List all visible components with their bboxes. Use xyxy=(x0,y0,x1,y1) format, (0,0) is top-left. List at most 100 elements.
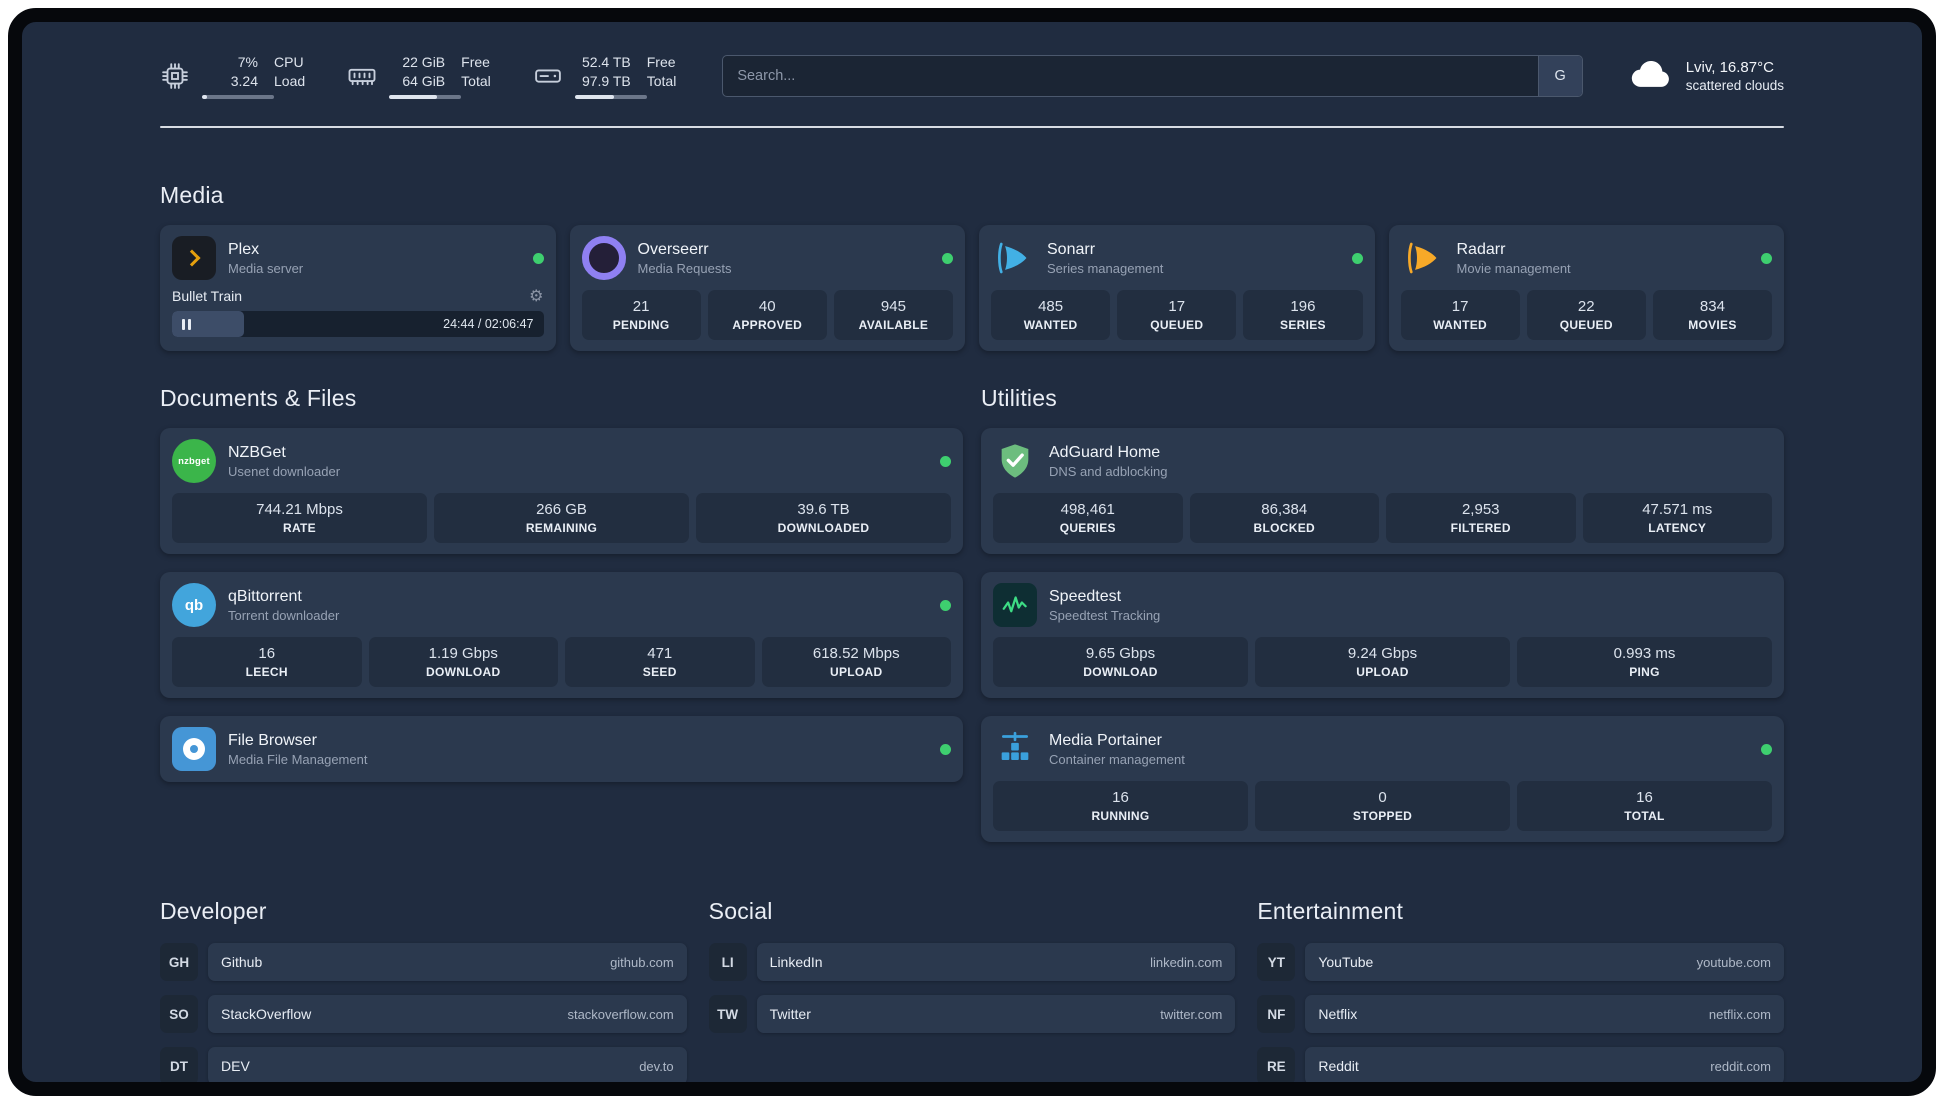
adguard-card[interactable]: AdGuard Home DNS and adblocking 498,461 … xyxy=(981,428,1784,554)
section-heading-developer: Developer xyxy=(160,898,267,924)
stat-filtered: 2,953 FILTERED xyxy=(1386,493,1576,543)
app-subtitle: Movie management xyxy=(1456,260,1571,276)
bookmark-stackoverflow[interactable]: SO StackOverflow stackoverflow.com xyxy=(160,995,687,1033)
bookmark-abbr: GH xyxy=(160,943,198,981)
stat-download: 1.19 Gbps DOWNLOAD xyxy=(368,637,558,687)
nzbget-card[interactable]: nzbget NZBGet Usenet downloader 744.21 M… xyxy=(160,428,963,554)
bookmark-domain: netflix.com xyxy=(1708,1006,1771,1022)
bookmark-abbr: DT xyxy=(160,1047,198,1082)
status-online-dot xyxy=(1351,252,1363,264)
stat-queries: 498,461 QUERIES xyxy=(993,493,1183,543)
sonarr-icon xyxy=(991,236,1035,280)
portainer-card[interactable]: Media Portainer Container management 16 … xyxy=(981,716,1784,842)
stat-series: 196 SERIES xyxy=(1243,290,1363,340)
portainer-icon xyxy=(993,727,1037,771)
bookmark-github[interactable]: GH Github github.com xyxy=(160,943,687,981)
bookmark-twitter[interactable]: TW Twitter twitter.com xyxy=(708,995,1236,1033)
stat-total: 16 TOTAL xyxy=(1517,781,1772,831)
bookmark-abbr: RE xyxy=(1257,1047,1296,1082)
overseerr-card[interactable]: Overseerr Media Requests 21 PENDING 40 A… xyxy=(569,225,965,351)
bookmark-name: DEV xyxy=(221,1058,250,1074)
disk-free-label: Free xyxy=(646,53,676,70)
status-online-dot xyxy=(1761,252,1772,264)
bookmark-domain: linkedin.com xyxy=(1150,954,1223,970)
section-heading-social: Social xyxy=(708,898,773,924)
bookmark-domain: twitter.com xyxy=(1160,1006,1223,1022)
topbar-divider xyxy=(160,126,1784,128)
cloud-icon xyxy=(1629,57,1673,96)
stat-approved: 40 APPROVED xyxy=(707,290,827,340)
search-engine-button[interactable]: G xyxy=(1537,56,1582,96)
ram-total-value: 64 GiB xyxy=(402,72,446,89)
playback-progress-bar[interactable]: 24:44 / 02:06:47 xyxy=(172,311,544,337)
status-online-dot xyxy=(942,252,953,264)
bookmark-abbr: TW xyxy=(708,995,747,1033)
weather-widget: Lviv, 16.87°C scattered clouds xyxy=(1629,57,1784,96)
bookmark-name: Reddit xyxy=(1318,1058,1359,1074)
plex-card[interactable]: Plex Media server Bullet Train ⚙ 24:44 /… xyxy=(160,225,556,351)
app-name: Overseerr xyxy=(637,240,709,258)
disk-free-value: 52.4 TB xyxy=(581,53,631,70)
section-heading-documents: Documents & Files xyxy=(160,385,357,411)
status-online-dot xyxy=(532,252,544,264)
stat-wanted: 17 WANTED xyxy=(1400,290,1520,340)
overseerr-icon xyxy=(581,236,626,280)
section-heading-media: Media xyxy=(160,182,224,208)
ram-total-label: Total xyxy=(461,72,491,89)
gear-icon[interactable]: ⚙ xyxy=(529,286,544,305)
stat-rate: 744.21 Mbps RATE xyxy=(172,493,427,543)
app-subtitle: DNS and adblocking xyxy=(1049,463,1168,479)
disk-progress-bar xyxy=(574,95,647,100)
media-card-grid: Plex Media server Bullet Train ⚙ 24:44 /… xyxy=(160,225,1784,351)
cpu-progress-bar xyxy=(202,95,274,100)
app-name: qBittorrent xyxy=(228,587,302,605)
ram-free-label: Free xyxy=(461,53,490,70)
cpu-widget: 7% 3.24 CPU Load xyxy=(160,53,305,100)
nzbget-icon: nzbget xyxy=(172,439,216,483)
stat-queued: 22 QUEUED xyxy=(1526,290,1646,340)
bookmark-linkedin[interactable]: LI LinkedIn linkedin.com xyxy=(708,943,1236,981)
hard-drive-icon xyxy=(533,61,563,91)
app-subtitle: Speedtest Tracking xyxy=(1049,607,1161,623)
pause-icon[interactable] xyxy=(182,318,191,330)
speedtest-card[interactable]: Speedtest Speedtest Tracking 9.65 Gbps D… xyxy=(981,572,1784,698)
stat-queued: 17 QUEUED xyxy=(1117,290,1237,340)
top-bar: 7% 3.24 CPU Load xyxy=(160,52,1784,100)
bookmark-reddit[interactable]: RE Reddit reddit.com xyxy=(1257,1047,1784,1082)
disk-total-label: Total xyxy=(646,72,677,89)
search-bar[interactable]: G xyxy=(722,55,1583,97)
app-name: NZBGet xyxy=(228,443,286,461)
bookmark-youtube[interactable]: YT YouTube youtube.com xyxy=(1257,943,1784,981)
bookmark-abbr: YT xyxy=(1257,943,1296,981)
bookmark-name: YouTube xyxy=(1318,954,1374,970)
bookmark-name: StackOverflow xyxy=(221,1006,312,1022)
app-subtitle: Torrent downloader xyxy=(228,607,340,623)
bookmark-netflix[interactable]: NF Netflix netflix.com xyxy=(1257,995,1784,1033)
bookmark-name: Twitter xyxy=(769,1006,811,1022)
sonarr-card[interactable]: Sonarr Series management 485 WANTED 17 Q… xyxy=(979,225,1375,351)
bookmark-dev[interactable]: DT DEV dev.to xyxy=(160,1047,687,1082)
bookmark-abbr: LI xyxy=(708,943,747,981)
cpu-label: CPU xyxy=(274,53,304,70)
bookmark-domain: github.com xyxy=(610,954,674,970)
bookmarks-entertainment: Entertainment YT YouTube youtube.com NF … xyxy=(1257,898,1784,1082)
stat-wanted: 485 WANTED xyxy=(991,290,1111,340)
section-heading-entertainment: Entertainment xyxy=(1257,898,1404,924)
memory-icon xyxy=(347,61,377,91)
app-subtitle: Series management xyxy=(1047,260,1164,276)
stat-remaining: 266 GB REMAINING xyxy=(434,493,689,543)
now-playing-title: Bullet Train xyxy=(172,288,243,304)
radarr-card[interactable]: Radarr Movie management 17 WANTED 22 QUE… xyxy=(1388,225,1784,351)
status-online-dot xyxy=(1761,743,1772,755)
status-online-dot xyxy=(940,743,951,755)
app-subtitle: Media File Management xyxy=(228,751,368,767)
app-name: Radarr xyxy=(1456,240,1506,258)
filebrowser-card[interactable]: File Browser Media File Management xyxy=(160,716,963,782)
documents-column: Documents & Files nzbget NZBGet Usenet d… xyxy=(160,385,963,842)
app-name: Speedtest xyxy=(1049,587,1122,605)
bookmarks-social: Social LI LinkedIn linkedin.com TW Twitt… xyxy=(708,898,1236,1082)
app-name: Plex xyxy=(228,240,260,258)
qbittorrent-card[interactable]: qb qBittorrent Torrent downloader 16 xyxy=(160,572,963,698)
search-input[interactable] xyxy=(723,56,1538,96)
stat-download: 9.65 Gbps DOWNLOAD xyxy=(993,637,1248,687)
